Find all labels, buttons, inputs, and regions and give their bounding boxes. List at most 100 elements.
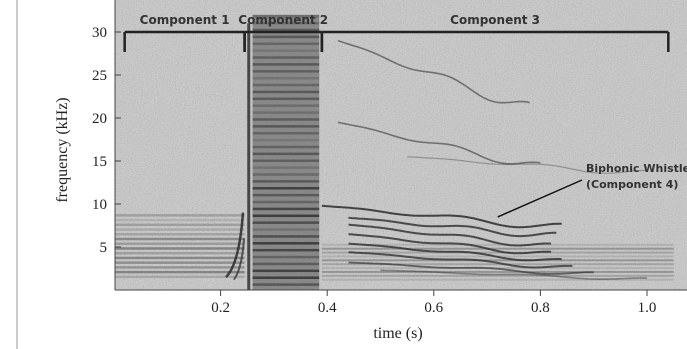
annotation-line-2: (Component 4) [586, 178, 678, 191]
broadband-stripe [252, 173, 320, 176]
broadband-stripe [252, 42, 320, 46]
component-label: Component 3 [450, 13, 540, 27]
broadband-onset-line [247, 23, 251, 290]
broadband-stripe [252, 35, 320, 39]
broadband-stripe [252, 166, 320, 169]
y-tick-label: 10 [92, 197, 107, 213]
broadband-stripe [252, 159, 320, 162]
broadband-stripe [252, 145, 320, 149]
y-axis-label: frequency (kHz) [54, 97, 71, 202]
broadband-stripe [252, 21, 320, 25]
low-band [115, 275, 245, 279]
broadband-stripe [252, 180, 320, 183]
broadband-stripe [252, 242, 320, 245]
broadband-stripe [252, 200, 320, 204]
low-band [115, 233, 245, 236]
broadband-stripe [252, 76, 320, 80]
low-band [321, 247, 674, 250]
spectrogram-noise [115, 0, 687, 290]
broadband-stripe [252, 104, 320, 107]
harmonic-trace [348, 261, 594, 275]
low-band [115, 270, 245, 274]
low-band [321, 270, 674, 273]
y-tick-label: 5 [100, 240, 108, 256]
y-tick-label: 15 [92, 154, 107, 170]
broadband-stripe [252, 15, 320, 18]
harmonic-trace [348, 242, 562, 262]
component-1-upsweep [225, 212, 246, 281]
harmonic-traces [321, 39, 648, 280]
broadband-stripe [252, 28, 320, 32]
broadband-stripe [252, 83, 320, 87]
harmonic-trace [407, 156, 647, 174]
x-axis-label: time (s) [373, 325, 422, 342]
low-band [115, 242, 245, 245]
harmonic-trace [348, 223, 552, 247]
low-band [115, 247, 245, 250]
broadband-stripe [252, 214, 320, 218]
broadband-stripe [252, 207, 320, 211]
broadband-stripe [252, 125, 320, 128]
broadband-stripe [252, 221, 320, 224]
broadband-stripe [252, 97, 320, 101]
low-band [321, 278, 674, 281]
broadband-stripe [252, 131, 320, 135]
broadband-stripe [252, 187, 320, 190]
broadband-stripe [252, 276, 320, 279]
broadband-stripe [252, 49, 320, 52]
low-band [115, 266, 245, 269]
low-band [321, 259, 674, 262]
broadband-stripe [252, 262, 320, 266]
broadband-fill [252, 14, 320, 290]
broadband-stripe [252, 118, 320, 121]
component-2-broadband-block [247, 14, 320, 290]
x-axis-ticks: 0.2 0.4 0.6 0.8 1.0 [211, 290, 656, 316]
x-tick-label: 0.2 [211, 300, 230, 316]
component-label: Component 1 [140, 13, 230, 27]
annotation-line-1: Biphonic Whistle [586, 162, 687, 175]
biphonic-whistle-annotation: Biphonic Whistle (Component 4) [497, 162, 687, 218]
low-band [115, 214, 245, 217]
broadband-stripe [252, 70, 320, 73]
upsweep-trace [233, 238, 246, 281]
low-band [321, 263, 674, 266]
broadband-stripe [252, 90, 320, 94]
broadband-stripe [252, 111, 320, 114]
x-tick-label: 0.8 [531, 300, 550, 316]
harmonic-trace [380, 269, 648, 280]
low-band [321, 274, 674, 277]
broadband-stripe [252, 255, 320, 259]
low-band [115, 228, 245, 231]
x-tick-label: 1.0 [638, 300, 657, 316]
x-tick-label: 0.4 [318, 300, 337, 316]
y-axis-ticks: 5 10 15 20 25 30 [92, 25, 121, 256]
broadband-stripe [252, 228, 320, 231]
broadband-stripe [252, 56, 320, 59]
y-tick-label: 20 [92, 111, 107, 127]
low-band [115, 256, 245, 260]
harmonic-trace [321, 204, 562, 229]
component-brackets: Component 1 Component 2 Component 3 [123, 13, 670, 52]
broadband-stripe [252, 283, 320, 286]
broadband-stripe [252, 193, 320, 197]
annotation-arrow [497, 179, 583, 218]
y-tick-label: 30 [92, 25, 107, 41]
low-band [115, 223, 245, 227]
harmonic-trace [348, 233, 552, 255]
harmonic-trace [348, 216, 557, 238]
broadband-stripe [252, 248, 320, 252]
y-tick-label: 25 [92, 68, 107, 84]
harmonic-trace [337, 121, 541, 165]
broadband-stripe [252, 152, 320, 156]
harmonic-trace [337, 39, 530, 104]
component-label: Component 2 [238, 13, 328, 27]
low-band [115, 218, 245, 222]
harmonic-trace [348, 251, 573, 269]
broadband-stripe [252, 63, 320, 66]
low-band [115, 237, 245, 241]
broadband-stripe [252, 269, 320, 273]
low-band [321, 243, 674, 246]
low-band [115, 251, 245, 255]
upsweep-trace [225, 212, 245, 278]
